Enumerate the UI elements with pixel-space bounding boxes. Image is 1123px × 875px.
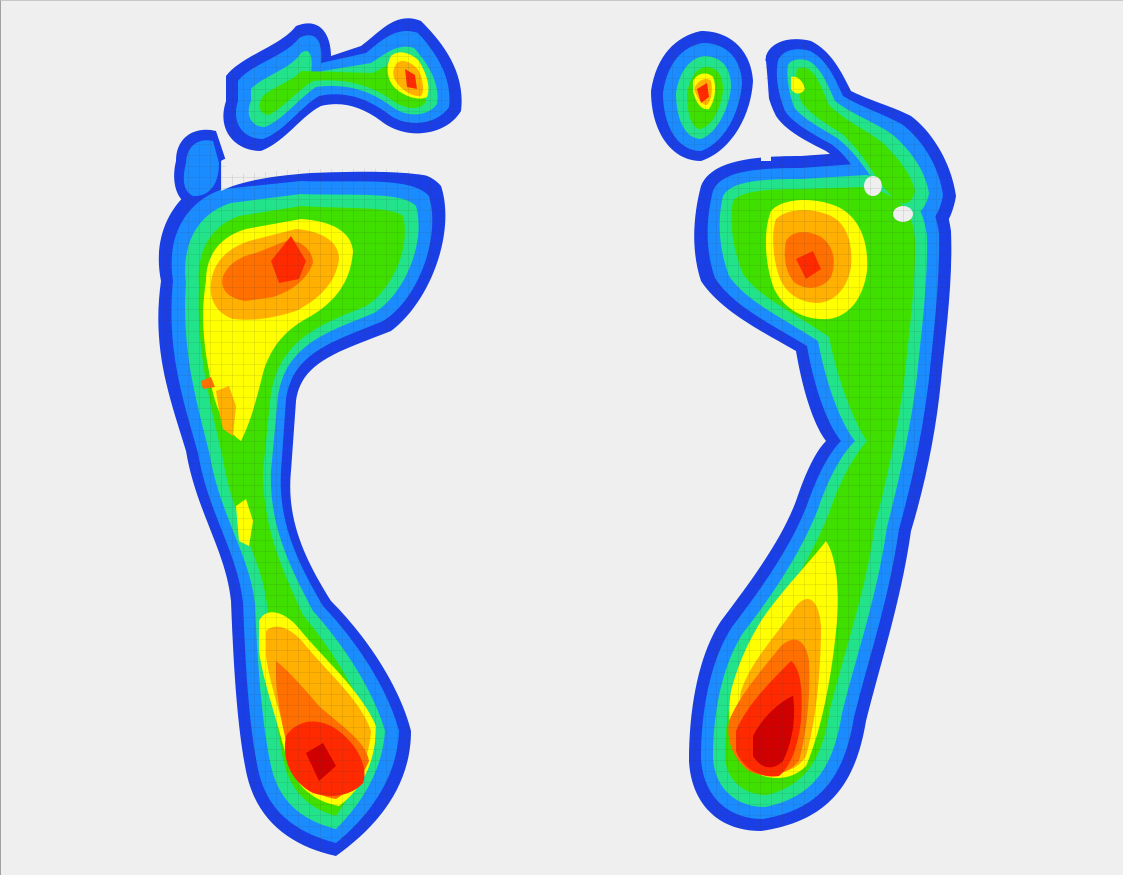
plantar-pressure-heatmap <box>158 18 956 856</box>
pressure-map-view <box>0 0 1123 875</box>
sensor-grid <box>158 18 956 856</box>
